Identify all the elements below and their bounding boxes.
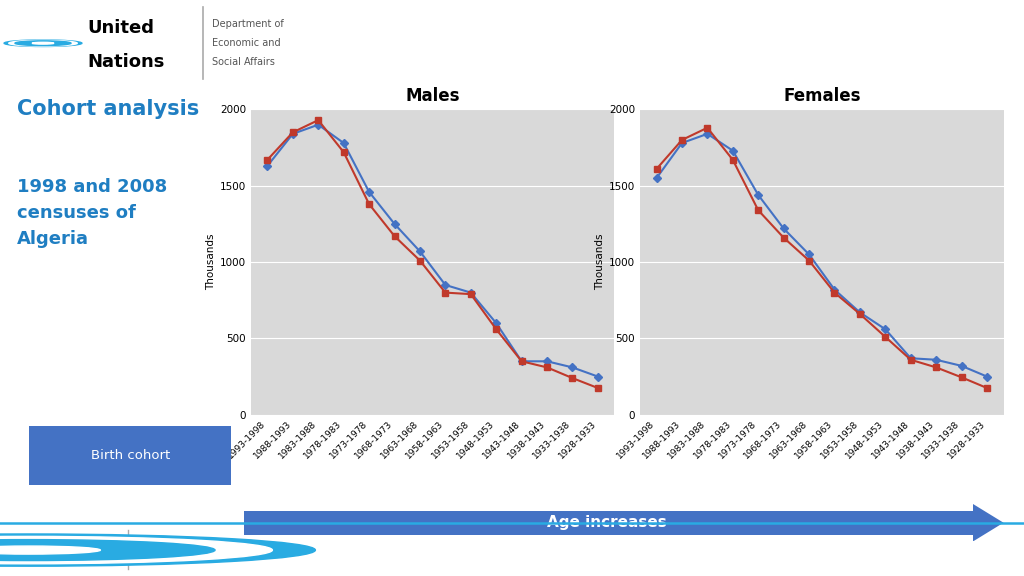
Male-1998 <box>592 373 604 380</box>
Text: Nations: Nations <box>87 53 165 71</box>
Male-1998 <box>541 358 553 365</box>
Circle shape <box>4 40 82 47</box>
Male-1998 <box>362 188 375 195</box>
FancyBboxPatch shape <box>30 426 231 484</box>
Y-axis label: Thousands: Thousands <box>206 234 216 290</box>
Line: Male-1998: Male-1998 <box>264 122 601 380</box>
Title: Females: Females <box>783 87 860 105</box>
Female-2008 <box>727 156 739 163</box>
Female-2008 <box>803 257 815 264</box>
Female-1998 <box>880 326 892 333</box>
Text: 1998 and 2008
censuses of
Algeria: 1998 and 2008 censuses of Algeria <box>17 177 168 248</box>
Female-2008 <box>981 385 993 392</box>
Circle shape <box>15 41 71 46</box>
Male-2008 <box>312 117 325 124</box>
Line: Female-1998: Female-1998 <box>653 131 990 380</box>
Female-1998 <box>752 191 764 198</box>
Male-2008 <box>261 156 273 163</box>
Circle shape <box>0 536 272 564</box>
Female-2008 <box>777 234 790 241</box>
Male-1998 <box>414 248 426 255</box>
Male-1998 <box>490 320 503 327</box>
Male-2008 <box>414 257 426 264</box>
Male-1998 <box>312 121 325 128</box>
Female-2008 <box>752 207 764 214</box>
Line: Female-2008: Female-2008 <box>653 125 990 391</box>
Female-1998 <box>727 147 739 154</box>
Title: Males: Males <box>406 87 460 105</box>
Female-2008 <box>880 334 892 340</box>
Polygon shape <box>973 504 1004 541</box>
Female-2008 <box>650 165 663 172</box>
Text: Statistics Division: Statistics Division <box>138 543 279 557</box>
Male-1998 <box>465 289 477 296</box>
Circle shape <box>9 40 77 46</box>
Male-1998 <box>566 364 579 371</box>
Female-2008 <box>701 124 714 131</box>
Text: Social Affairs: Social Affairs <box>212 57 274 67</box>
Male-2008 <box>465 291 477 298</box>
Text: Age increases: Age increases <box>547 515 667 530</box>
Female-1998 <box>981 373 993 380</box>
Male-2008 <box>566 374 579 381</box>
Male-2008 <box>541 364 553 371</box>
Circle shape <box>32 42 54 44</box>
Y-axis label: Thousands: Thousands <box>595 234 605 290</box>
Circle shape <box>0 534 315 566</box>
Female-1998 <box>803 251 815 258</box>
Female-1998 <box>828 286 841 293</box>
Female-1998 <box>955 362 968 369</box>
Female-1998 <box>904 355 916 362</box>
Female-1998 <box>777 225 790 232</box>
Female-1998 <box>676 139 688 146</box>
Text: Cohort analysis: Cohort analysis <box>17 99 200 119</box>
Line: Male-2008: Male-2008 <box>264 118 601 391</box>
Female-1998 <box>650 175 663 181</box>
Male-1998 <box>287 130 299 137</box>
Female-1998 <box>930 357 942 363</box>
Female-1998 <box>701 130 714 137</box>
Female-2008 <box>955 374 968 381</box>
Male-2008 <box>490 326 503 333</box>
Female-2008 <box>854 310 866 317</box>
Text: DESA: DESA <box>67 541 121 559</box>
Legend: Male-1998, Male-2008: Male-1998, Male-2008 <box>334 507 531 525</box>
Circle shape <box>0 546 100 554</box>
Text: Birth cohort: Birth cohort <box>91 449 170 462</box>
Male-2008 <box>515 358 527 365</box>
Female-2008 <box>828 289 841 296</box>
Legend: Female-1998, Female-2008: Female-1998, Female-2008 <box>711 507 933 525</box>
Female-2008 <box>676 137 688 143</box>
Text: Economic and: Economic and <box>212 38 281 48</box>
Male-1998 <box>338 139 350 146</box>
Male-2008 <box>592 385 604 392</box>
Male-1998 <box>388 221 400 228</box>
Circle shape <box>0 540 215 560</box>
Text: United: United <box>87 18 154 37</box>
FancyBboxPatch shape <box>245 511 973 535</box>
Male-1998 <box>261 162 273 169</box>
Male-2008 <box>388 233 400 240</box>
Male-2008 <box>287 129 299 136</box>
Female-1998 <box>854 309 866 316</box>
Male-2008 <box>362 200 375 207</box>
Male-1998 <box>439 282 452 289</box>
Female-2008 <box>904 357 916 363</box>
Female-2008 <box>930 364 942 371</box>
Male-1998 <box>515 358 527 365</box>
Male-2008 <box>338 149 350 156</box>
Text: Department of: Department of <box>212 19 284 29</box>
Male-2008 <box>439 289 452 296</box>
